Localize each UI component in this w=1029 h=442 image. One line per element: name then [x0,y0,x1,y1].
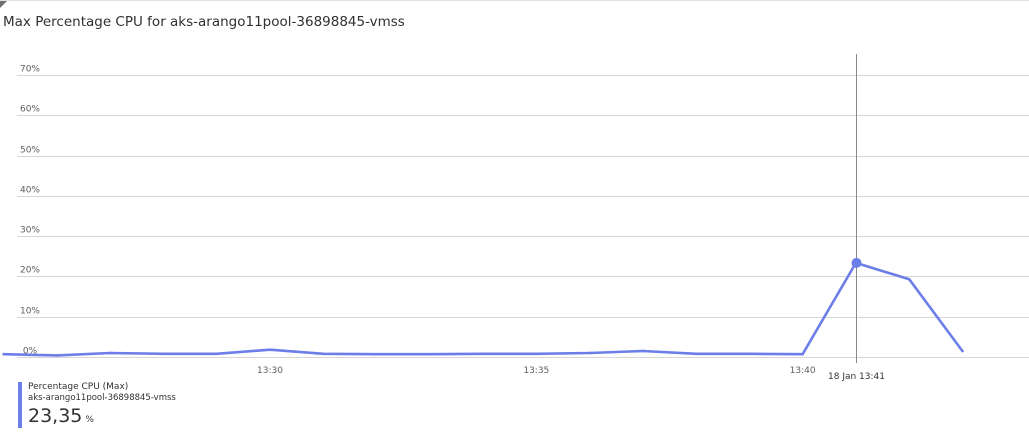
x-tick-label: 13:35 [523,366,549,376]
data-point [162,352,165,356]
data-point [907,277,911,281]
data-point [2,352,5,356]
data-point [375,352,378,356]
y-tick-label: 40% [20,186,40,196]
data-point [641,349,645,353]
x-tick-label: 13:40 [790,366,816,376]
gridlines [17,75,1029,358]
data-point [535,352,538,356]
data-point [268,348,272,352]
data-point [215,352,219,356]
data-point [588,351,591,355]
legend-value-unit: % [85,415,94,425]
legend-resource-name: aks-arango11pool-36898845-vmss [28,393,176,403]
legend-entry[interactable]: Percentage CPU (Max) aks-arango11pool-36… [18,382,176,430]
data-point [55,354,59,357]
hover-point-marker [851,257,862,268]
series-layer [2,261,964,357]
data-point [321,352,325,356]
legend-series-name: Percentage CPU (Max) [28,382,129,392]
x-tick-label: 13:30 [257,366,283,376]
hover-time-label: 18 Jan 13:41 [828,372,885,381]
data-point [748,352,751,356]
y-tick-label: 50% [20,146,40,156]
chart-title: Max Percentage CPU for aks-arango11pool-… [3,14,405,30]
y-tick-label: 20% [20,266,40,276]
legend-current-value: 23,35 [28,405,83,427]
cursor-layer: 18 Jan 13:41 [828,54,885,381]
data-point [108,351,112,355]
data-point [428,352,432,356]
y-tick-label: 0% [23,347,38,357]
x-axis-tick-labels: 13:30 13:35 13:40 [257,366,816,376]
legend-color-swatch [18,382,22,428]
data-point [481,352,485,356]
line-chart[interactable]: 0%10%20%30%40%50%60%70% 13:30 13:35 13:40 … [0,1,1029,381]
data-point [961,349,964,353]
data-point [801,352,804,356]
y-tick-label: 70% [20,65,40,75]
y-tick-label: 60% [20,105,40,115]
data-point [694,352,698,356]
y-axis-tick-labels: 0% 10% 20% 30% 40% 50% 60% 70% [20,65,40,357]
y-tick-label: 10% [20,307,40,317]
y-tick-label: 30% [20,226,40,236]
panel-resize-corner-icon[interactable] [0,1,7,8]
